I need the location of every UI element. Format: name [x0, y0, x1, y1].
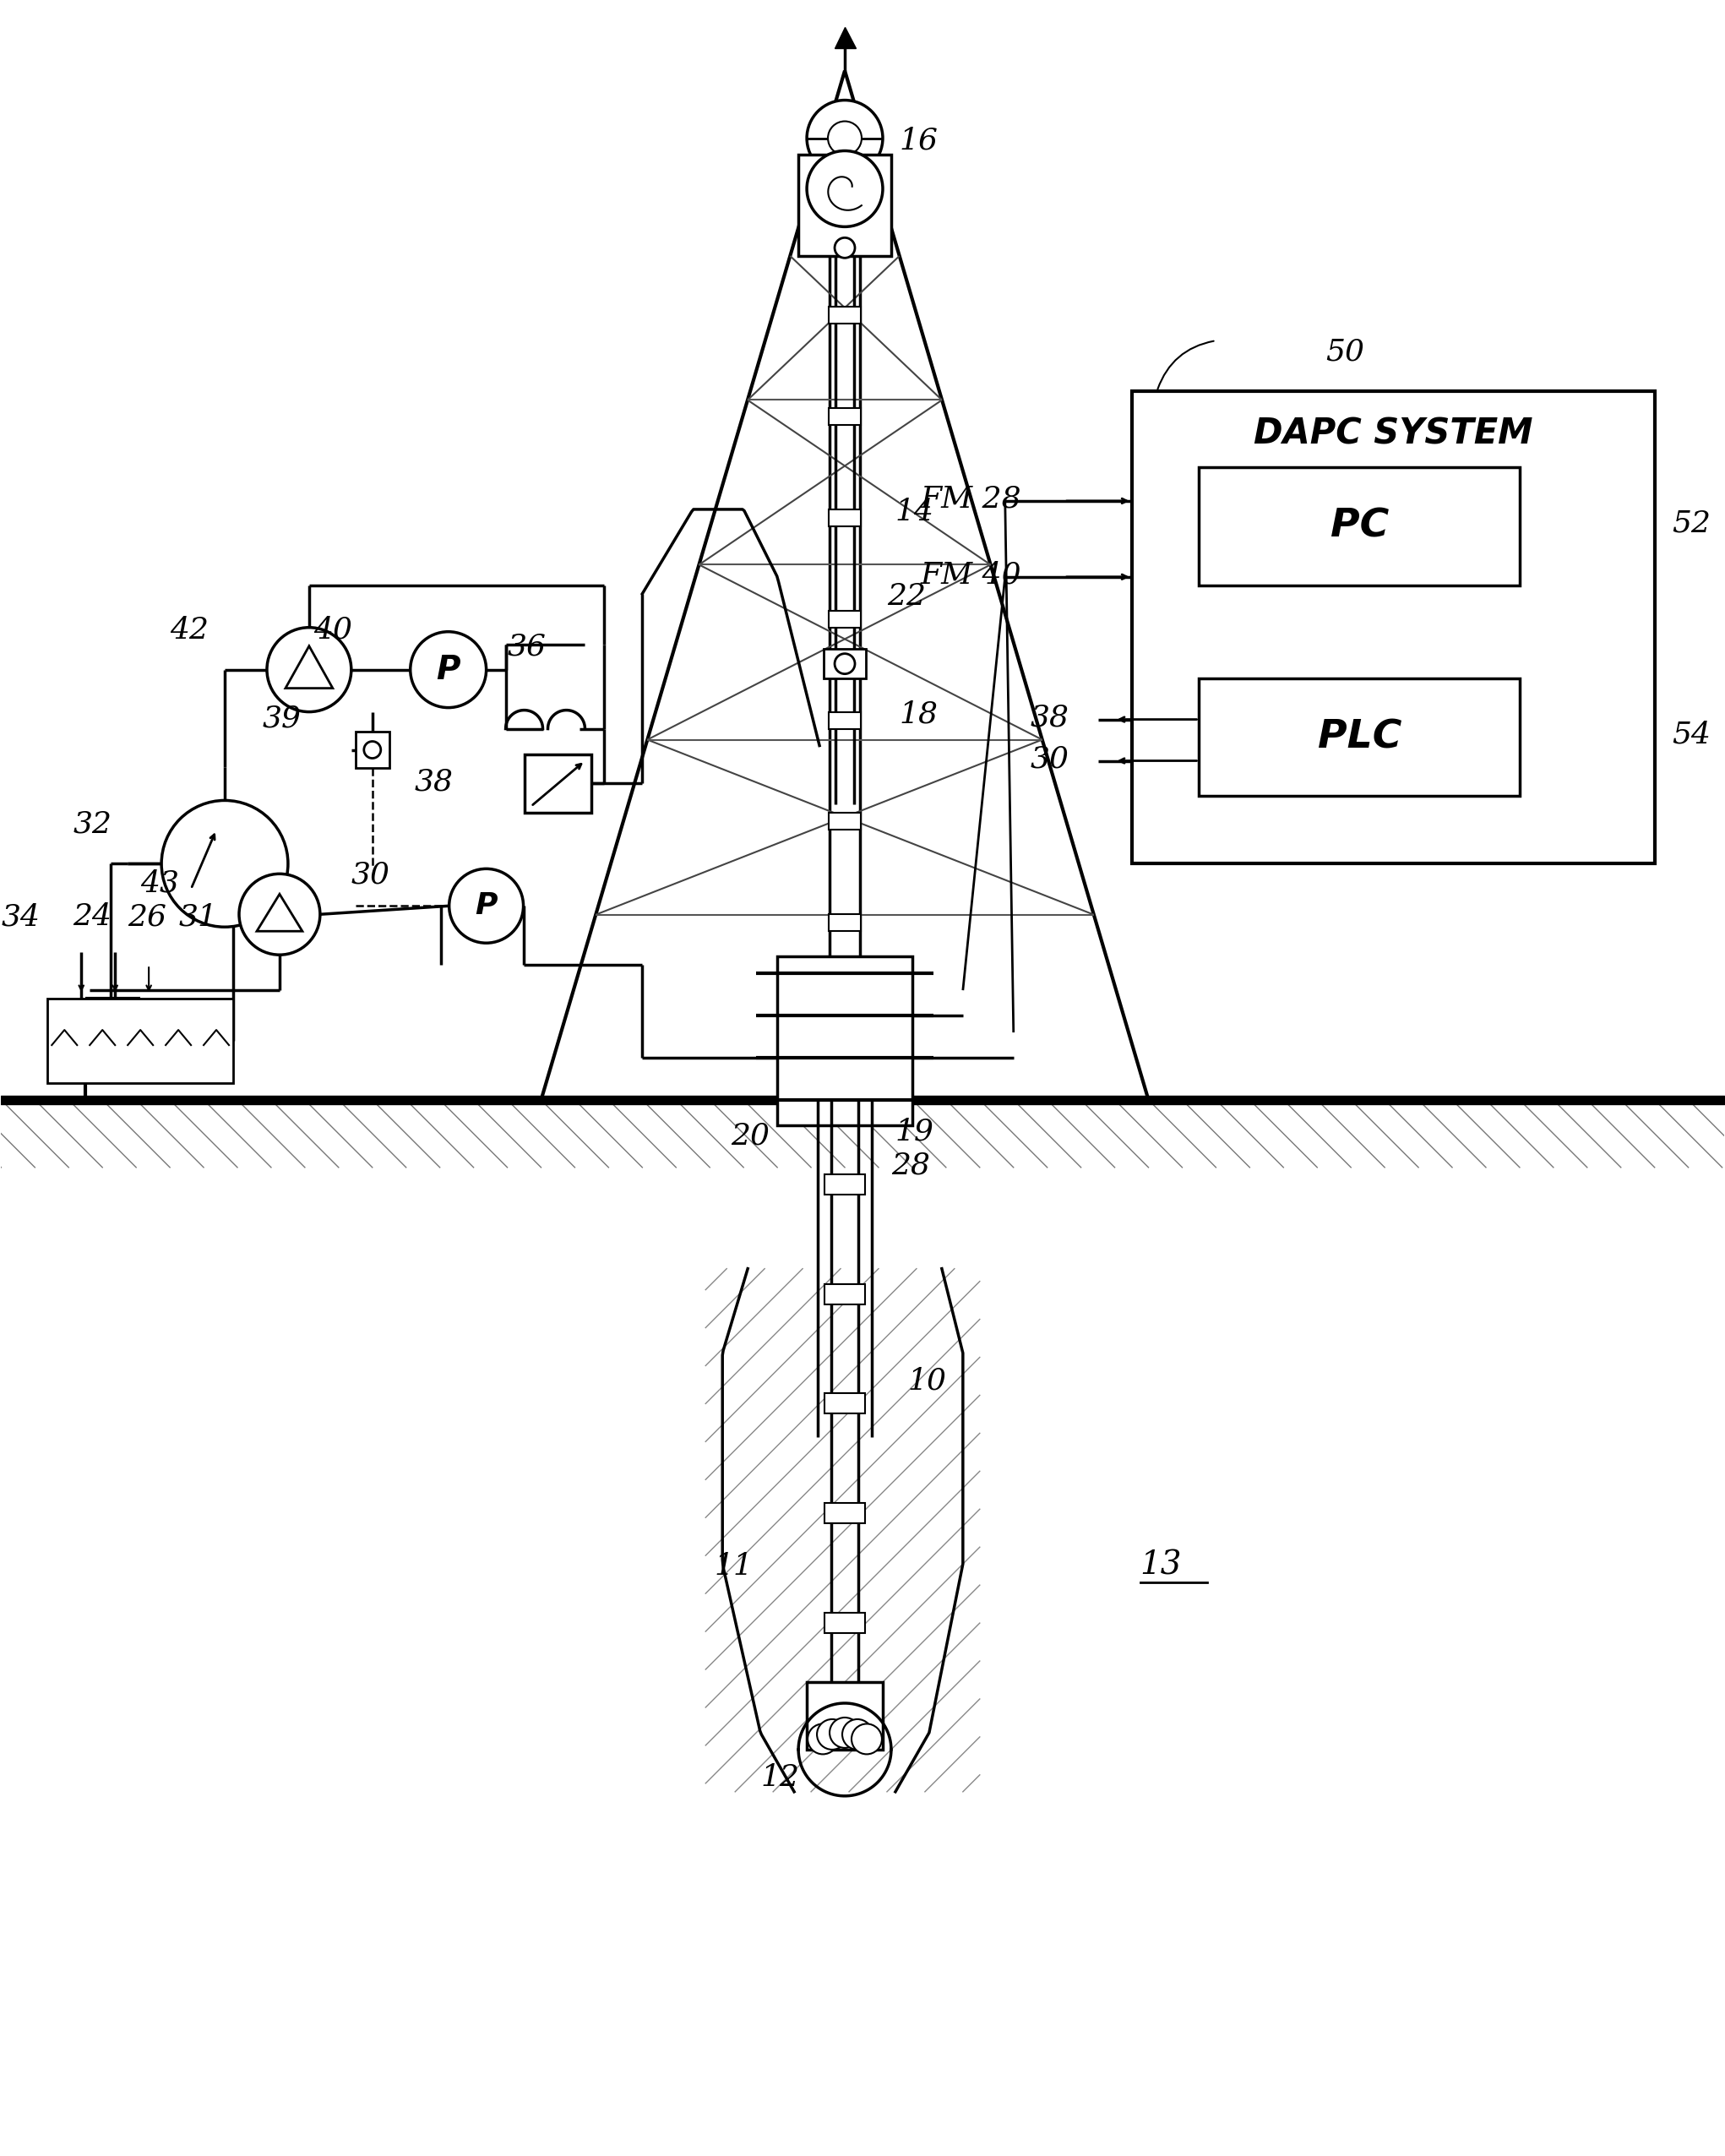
Bar: [825, 1393, 864, 1414]
Bar: [799, 155, 892, 257]
Text: 34: 34: [2, 903, 40, 931]
Text: 19: 19: [895, 1117, 935, 1147]
Text: 32: 32: [72, 811, 112, 839]
Text: 16: 16: [900, 127, 938, 155]
Text: 11: 11: [714, 1552, 752, 1580]
Circle shape: [364, 742, 381, 759]
Circle shape: [162, 800, 288, 927]
Text: 30: 30: [352, 860, 390, 888]
Bar: [825, 1503, 864, 1524]
Text: 39: 39: [262, 705, 302, 733]
Text: 28: 28: [892, 1151, 930, 1179]
Bar: [828, 509, 861, 526]
Bar: [1199, 468, 1520, 584]
Circle shape: [807, 151, 883, 226]
Circle shape: [818, 1718, 847, 1749]
Circle shape: [449, 869, 523, 942]
Circle shape: [852, 1725, 881, 1755]
Text: 26: 26: [128, 903, 167, 931]
Text: 20: 20: [731, 1121, 769, 1151]
Text: 50: 50: [1325, 336, 1364, 367]
Bar: [48, 998, 233, 1082]
Bar: [825, 1175, 864, 1194]
Circle shape: [411, 632, 486, 707]
Text: 18: 18: [900, 701, 938, 729]
Text: 10: 10: [907, 1367, 947, 1395]
Text: 38: 38: [1030, 703, 1070, 733]
Text: PLC: PLC: [1318, 718, 1401, 757]
Bar: [828, 914, 861, 931]
Text: P: P: [436, 653, 461, 686]
Text: 14: 14: [895, 498, 935, 526]
Circle shape: [842, 1718, 873, 1749]
Text: 30: 30: [1030, 744, 1070, 774]
Bar: [355, 731, 390, 768]
Text: 12: 12: [761, 1764, 799, 1792]
Text: P: P: [474, 893, 497, 921]
Bar: [828, 306, 861, 323]
Bar: [1132, 390, 1654, 865]
Text: 42: 42: [169, 617, 209, 645]
Circle shape: [807, 99, 883, 177]
Text: 31: 31: [178, 903, 217, 931]
Bar: [524, 755, 592, 813]
Bar: [828, 407, 861, 425]
Circle shape: [835, 653, 856, 675]
Bar: [825, 1613, 864, 1632]
Text: 54: 54: [1672, 720, 1711, 748]
Text: 13: 13: [1140, 1550, 1182, 1580]
Bar: [828, 711, 861, 729]
Bar: [825, 1283, 864, 1304]
Text: 40: 40: [314, 617, 352, 645]
Text: FM 40: FM 40: [921, 561, 1021, 589]
Text: 22: 22: [887, 582, 926, 610]
Text: FM 28: FM 28: [921, 485, 1021, 513]
Bar: [1199, 679, 1520, 796]
Text: 24: 24: [72, 903, 112, 931]
Circle shape: [240, 873, 321, 955]
Bar: [828, 1015, 861, 1033]
Bar: [828, 813, 861, 830]
Text: 43: 43: [140, 869, 179, 897]
Text: DAPC SYSTEM: DAPC SYSTEM: [1254, 416, 1534, 451]
Circle shape: [830, 1718, 861, 1749]
Circle shape: [267, 627, 352, 711]
Bar: [828, 610, 861, 627]
Bar: [825, 649, 866, 679]
Text: 38: 38: [414, 768, 454, 796]
Circle shape: [807, 1725, 838, 1755]
Circle shape: [835, 237, 856, 259]
Bar: [807, 1682, 883, 1749]
Text: 52: 52: [1672, 509, 1711, 539]
Text: 36: 36: [507, 632, 547, 662]
Text: PC: PC: [1330, 507, 1389, 545]
Circle shape: [828, 121, 862, 155]
Bar: [778, 957, 913, 1125]
